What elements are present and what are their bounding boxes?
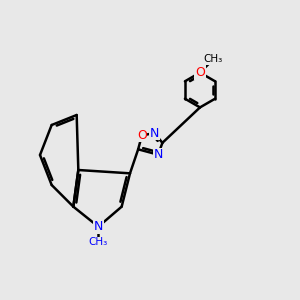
Text: N: N [94,220,103,233]
Text: O: O [137,129,147,142]
Text: CH₃: CH₃ [89,237,108,247]
Text: CH₃: CH₃ [204,54,223,64]
Text: N: N [153,148,163,161]
Text: N: N [150,127,159,140]
Text: O: O [195,66,205,79]
